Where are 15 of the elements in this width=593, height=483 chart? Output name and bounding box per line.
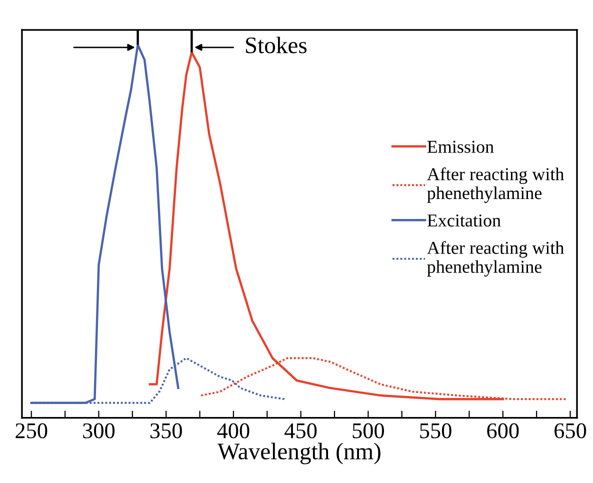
x-tick-label: 550 <box>420 423 452 438</box>
x-axis-title: Wavelength (nm) <box>218 442 380 464</box>
x-tick-label: 250 <box>16 423 48 438</box>
legend-label: After reacting with phenethylamine <box>427 241 564 277</box>
annotation: Stokes <box>246 36 307 54</box>
x-tick-label: 500 <box>352 423 384 438</box>
legend-label: Excitation <box>427 214 501 227</box>
x-tick-label: 300 <box>83 423 115 438</box>
x-tick-label: 650 <box>554 423 586 438</box>
x-tick-label: 600 <box>487 423 519 438</box>
x-tick-label: 350 <box>150 423 182 438</box>
x-tick-label: 400 <box>217 423 250 438</box>
legend-label: Emission <box>427 140 494 153</box>
legend-label: After reacting with phenethylamine <box>427 167 564 203</box>
x-tick-label: 450 <box>284 423 317 438</box>
